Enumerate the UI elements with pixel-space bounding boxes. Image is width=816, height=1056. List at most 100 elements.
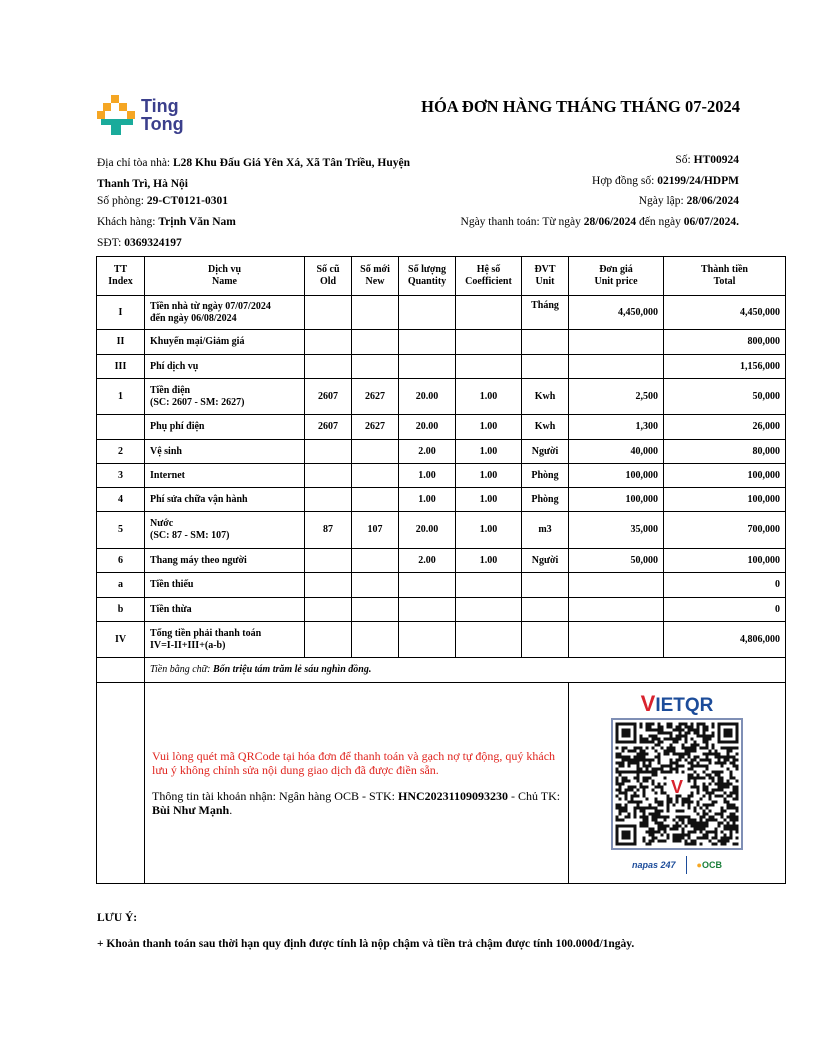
cell-index: 5 xyxy=(96,511,145,549)
cell-index: IV xyxy=(96,621,145,658)
header-vi: Số lượng xyxy=(408,264,446,275)
header-new: Số mới New xyxy=(351,256,399,296)
customer-label: Khách hàng: xyxy=(97,216,159,228)
service-name: Phí dịch vụ xyxy=(150,360,199,372)
cell-unit-price: 50,000 xyxy=(568,548,664,573)
cell-name: Phụ phí điện xyxy=(144,414,305,440)
header-en: Unit xyxy=(535,276,555,287)
vietqr-text: IETQR xyxy=(655,695,714,716)
cell-name: Vệ sinh xyxy=(144,439,305,464)
cell-quantity xyxy=(398,354,456,379)
header-unit-price: Đơn giá Unit price xyxy=(568,256,664,296)
cell-total: 700,000 xyxy=(663,511,786,549)
service-name: Tiền thiếu xyxy=(150,579,194,590)
cell-index: III xyxy=(96,354,145,379)
cell-coefficient xyxy=(455,329,522,355)
note-line: + Khoản thanh toán sau thời hạn quy định… xyxy=(97,938,635,950)
room-value: 29-CT0121-0301 xyxy=(146,195,228,207)
cell-unit-price xyxy=(568,354,664,379)
cell-new: 2627 xyxy=(351,378,399,415)
invoice-number: Số: HT00924 xyxy=(675,153,739,167)
header-coefficient: Hệ số Coefficient xyxy=(455,256,522,296)
cell-quantity: 1.00 xyxy=(398,487,456,512)
cell-name: Phí sửa chữa vận hành xyxy=(144,487,305,512)
cell-coefficient: 1.00 xyxy=(455,548,522,573)
cell-name: Tổng tiền phải thanh toán IV=I-II+III+(a-… xyxy=(144,621,305,658)
service-name: Thang máy theo người xyxy=(150,554,247,566)
cell-unit-price: 2,500 xyxy=(568,378,664,415)
service-detail: IV=I-II+III+(a-b) xyxy=(150,639,226,651)
cell-old xyxy=(304,487,352,512)
header-en: New xyxy=(365,276,385,287)
service-detail: đến ngày 06/08/2024 xyxy=(150,312,237,324)
cell-name: Khuyến mại/Giảm giá xyxy=(144,329,305,355)
header-index: TT Index xyxy=(96,256,145,296)
room-label: Số phòng: xyxy=(97,195,147,207)
service-name: Phụ phí điện xyxy=(150,421,205,432)
cell-index xyxy=(96,414,145,440)
cell-old xyxy=(304,295,352,330)
logo-wordmark: Ting Tong xyxy=(141,97,184,133)
header-total: Thành tiền Total xyxy=(663,256,786,296)
cell-unit-price: 35,000 xyxy=(568,511,664,549)
invoice-number-label: Số: xyxy=(675,154,694,166)
cell-quantity: 20.00 xyxy=(398,511,456,549)
header-en: Coefficient xyxy=(465,276,512,287)
header-en: Old xyxy=(319,276,337,287)
cell-total: 800,000 xyxy=(663,329,786,355)
cell-old xyxy=(304,621,352,658)
cell-old xyxy=(304,572,352,598)
cell-unit xyxy=(521,621,569,658)
qr-code-icon[interactable]: V xyxy=(611,718,743,850)
table-row: Phụ phí điện 2607 2627 20.00 1.00 Kwh 1,300 26,… xyxy=(96,414,786,440)
header-en: Name xyxy=(212,276,237,287)
cell-index: 6 xyxy=(96,548,145,573)
holder-end: . xyxy=(229,803,233,817)
table-row: 3 Internet 1.00 1.00 Phòng 100,000 100,000 xyxy=(96,463,786,488)
cell-old xyxy=(304,439,352,464)
cell-coefficient: 1.00 xyxy=(455,378,522,415)
cell-name: Nước (SC: 87 - SM: 107) xyxy=(144,511,305,549)
table-row: I Tiền nhà từ ngày 07/07/2024 đến ngày 06/… xyxy=(96,295,786,330)
qr-center-logo: V xyxy=(671,777,683,797)
cell-old: 2607 xyxy=(304,378,352,415)
table-row: III Phí dịch vụ 1,156,000 xyxy=(96,354,786,379)
cell-new xyxy=(351,463,399,488)
room: Số phòng: 29-CT0121-0301 xyxy=(97,194,228,208)
cell-unit-price: 100,000 xyxy=(568,463,664,488)
cell-name: Tiền thừa xyxy=(144,597,305,622)
payment-info: Vui lòng quét mã QRCode tại hóa đơn để t… xyxy=(144,682,569,884)
amount-in-words-row: Tiền bằng chữ: Bốn triệu tám trăm lẻ sáu… xyxy=(96,657,786,683)
cell-index: 4 xyxy=(96,487,145,512)
service-name: Tiền thừa xyxy=(150,603,192,615)
cell-coefficient: 1.00 xyxy=(455,511,522,549)
cell-new xyxy=(351,295,399,330)
account-info: Thông tin tài khoản nhận: Ngân hàng OCB … xyxy=(152,789,561,817)
cell-unit xyxy=(521,597,569,622)
cell-new xyxy=(351,329,399,355)
account-prefix: Thông tin tài khoản nhận: Ngân hàng OCB … xyxy=(152,789,398,803)
table-row: 6 Thang máy theo người 2.00 1.00 Người 50,000… xyxy=(96,548,786,573)
cell-unit: Phòng xyxy=(521,463,569,488)
address-label: Địa chỉ tòa nhà: xyxy=(97,157,174,169)
cell-old: 87 xyxy=(304,511,352,549)
table-row: b Tiền thừa 0 xyxy=(96,597,786,622)
cell-unit: Tháng xyxy=(521,295,569,330)
cell-total: 1,156,000 xyxy=(663,354,786,379)
ocb-text: OCB xyxy=(701,860,722,870)
service-name: Vệ sinh xyxy=(150,445,182,457)
ocb-logo: ●OCB xyxy=(697,859,722,871)
cell-old: 2607 xyxy=(304,414,352,440)
cell-unit-price xyxy=(568,572,664,598)
contract-value: 02199/24/HDPM xyxy=(657,175,739,187)
amount-in-words: Tiền bằng chữ: Bốn triệu tám trăm lẻ sáu… xyxy=(144,657,786,683)
cell-total: 0 xyxy=(663,572,786,598)
payment-row: Vui lòng quét mã QRCode tại hóa đơn để t… xyxy=(96,682,786,884)
cell-name: Tiền điện (SC: 2607 - SM: 2627) xyxy=(144,378,305,415)
cell-unit: Người xyxy=(521,548,569,573)
header-vi: Số cũ xyxy=(316,264,340,275)
cell-new: 107 xyxy=(351,511,399,549)
cell-unit-price: 100,000 xyxy=(568,487,664,512)
table-row: 1 Tiền điện (SC: 2607 - SM: 2627) 2607 2627 2… xyxy=(96,378,786,415)
